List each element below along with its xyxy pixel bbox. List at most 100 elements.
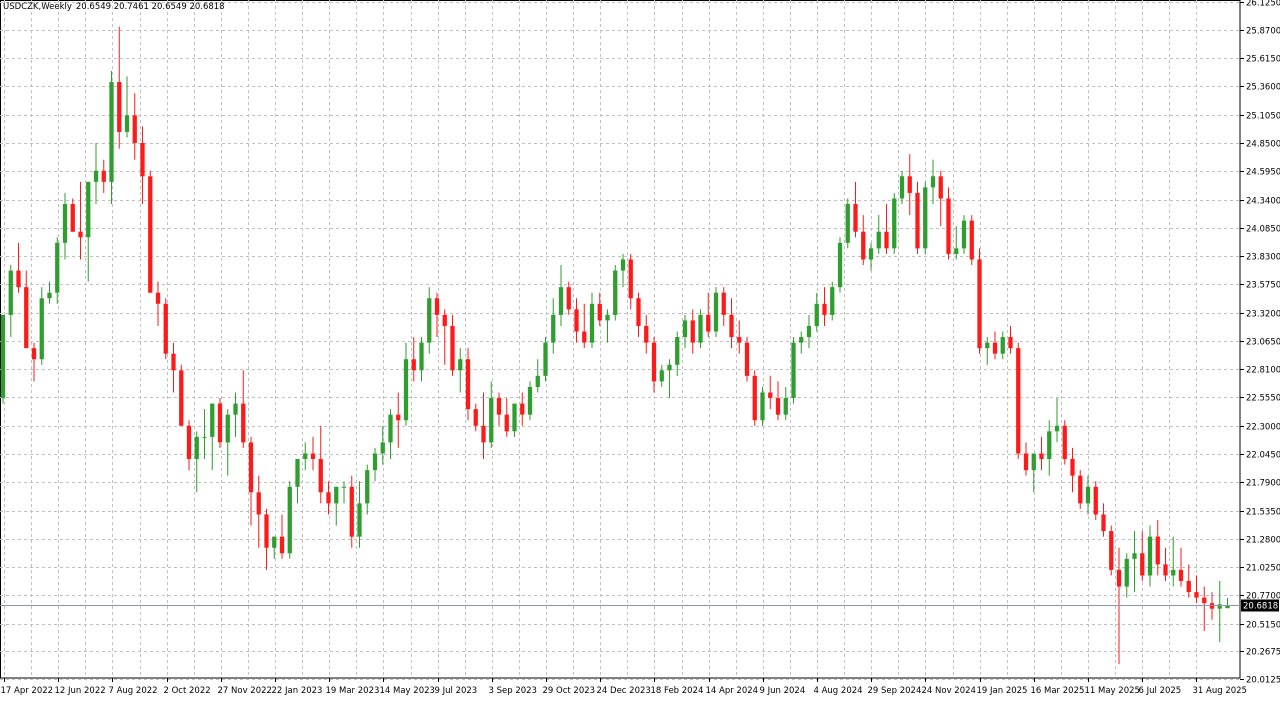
candle-body	[1047, 431, 1052, 460]
candle-body	[605, 314, 610, 321]
candle-body	[109, 82, 114, 182]
bull-candle	[458, 348, 463, 393]
candle-body	[279, 536, 285, 554]
candle-body	[698, 314, 703, 343]
bear-candle	[217, 398, 223, 448]
candle-body	[1054, 425, 1060, 432]
candle-body	[930, 176, 936, 188]
bear-candle	[1178, 547, 1184, 587]
candle-body	[62, 204, 68, 243]
candle-body	[465, 359, 471, 410]
candle-body	[365, 470, 370, 504]
candle-body	[799, 337, 804, 343]
candle-body	[659, 370, 664, 382]
bull-candle	[783, 386, 788, 421]
bear-candle	[729, 298, 734, 349]
bear-candle	[651, 337, 657, 393]
bull-candle	[419, 337, 424, 382]
y-tick-label: 25.6150	[1246, 55, 1280, 65]
bull-candle	[659, 364, 664, 387]
candle-body	[24, 287, 29, 349]
bear-candle	[861, 215, 866, 265]
current-price-tag	[1241, 599, 1279, 612]
bull-candle	[403, 342, 409, 426]
candle-body	[868, 248, 874, 260]
bull-candle	[830, 281, 835, 321]
candle-body	[574, 309, 579, 332]
candle-body	[1093, 486, 1098, 515]
candle-body	[783, 398, 788, 415]
candle-body	[1078, 475, 1083, 504]
candle-body	[16, 270, 21, 288]
y-tick-label: 23.3200	[1246, 310, 1280, 320]
bull-candle	[845, 198, 850, 249]
bull-candle	[86, 181, 91, 282]
candle-body	[458, 359, 463, 371]
bear-candle	[70, 198, 75, 232]
candle-body	[961, 220, 967, 249]
candle-body	[946, 198, 951, 254]
bull-candle	[233, 392, 238, 437]
bear-candle	[915, 181, 920, 254]
bear-candle	[179, 364, 184, 426]
bull-candle	[1000, 331, 1005, 360]
bull-candle	[589, 292, 595, 349]
bull-candle	[682, 314, 688, 349]
bear-candle	[481, 392, 486, 460]
bull-candle	[791, 337, 796, 404]
x-tick-label: 22 Jan 2023	[272, 686, 323, 696]
bear-candle	[465, 348, 471, 421]
candle-body	[644, 325, 649, 343]
bear-candle	[396, 392, 401, 448]
bear-candle	[24, 270, 29, 349]
bull-candle	[202, 409, 207, 460]
candle-body	[419, 342, 424, 371]
bull-candle	[814, 292, 819, 332]
bear-candle	[450, 314, 455, 376]
candle-body	[1070, 459, 1075, 476]
candle-body	[225, 414, 230, 443]
bear-candle	[628, 253, 633, 310]
bear-candle	[1039, 436, 1044, 471]
candle-body	[775, 398, 781, 415]
bull-candle	[194, 431, 199, 493]
candle-body	[70, 204, 75, 232]
y-tick-label: 20.0125	[1246, 676, 1280, 686]
candle-body	[597, 303, 602, 321]
y-tick-label: 25.8700	[1246, 27, 1280, 37]
candle-body	[427, 298, 432, 343]
y-tick-label: 23.5750	[1246, 281, 1280, 291]
candle-body	[31, 348, 37, 360]
candle-body	[1016, 348, 1021, 454]
bear-candle	[496, 392, 502, 426]
x-tick-label: 29 Oct 2023	[543, 686, 596, 696]
x-tick-label: 12 Jun 2022	[55, 686, 106, 696]
y-tick-label: 20.5150	[1246, 621, 1280, 631]
bull-candle	[62, 192, 68, 260]
candle-body	[47, 292, 52, 299]
x-tick-label: 24 Dec 2023	[597, 686, 651, 696]
time-axis[interactable]: 17 Apr 2022 12 Jun 2022 7 Aug 2022 2 Oct 20…	[1, 678, 1247, 696]
bull-candle	[427, 287, 432, 354]
bear-candle	[907, 154, 912, 216]
bear-candle	[155, 281, 161, 326]
candle-body	[210, 403, 215, 437]
grid-lines	[0, 0, 1241, 680]
candle-body	[977, 259, 982, 349]
candle-body	[117, 82, 122, 132]
candle-body	[582, 331, 587, 343]
bull-candle	[8, 264, 13, 338]
candle-body	[923, 187, 928, 249]
candle-body	[349, 486, 354, 537]
y-tick-label: 24.3400	[1246, 197, 1280, 207]
candle-body	[86, 181, 91, 238]
y-tick-label: 21.7900	[1246, 479, 1280, 489]
x-tick-label: 7 Aug 2022	[109, 686, 158, 696]
bear-candle	[326, 481, 331, 515]
bull-candle	[341, 481, 347, 504]
bull-candle	[899, 170, 905, 205]
bull-candle	[489, 381, 494, 448]
price-axis[interactable]: 26.1250 25.8700 25.6150 25.3600 25.1050 24.85…	[1240, 0, 1280, 686]
